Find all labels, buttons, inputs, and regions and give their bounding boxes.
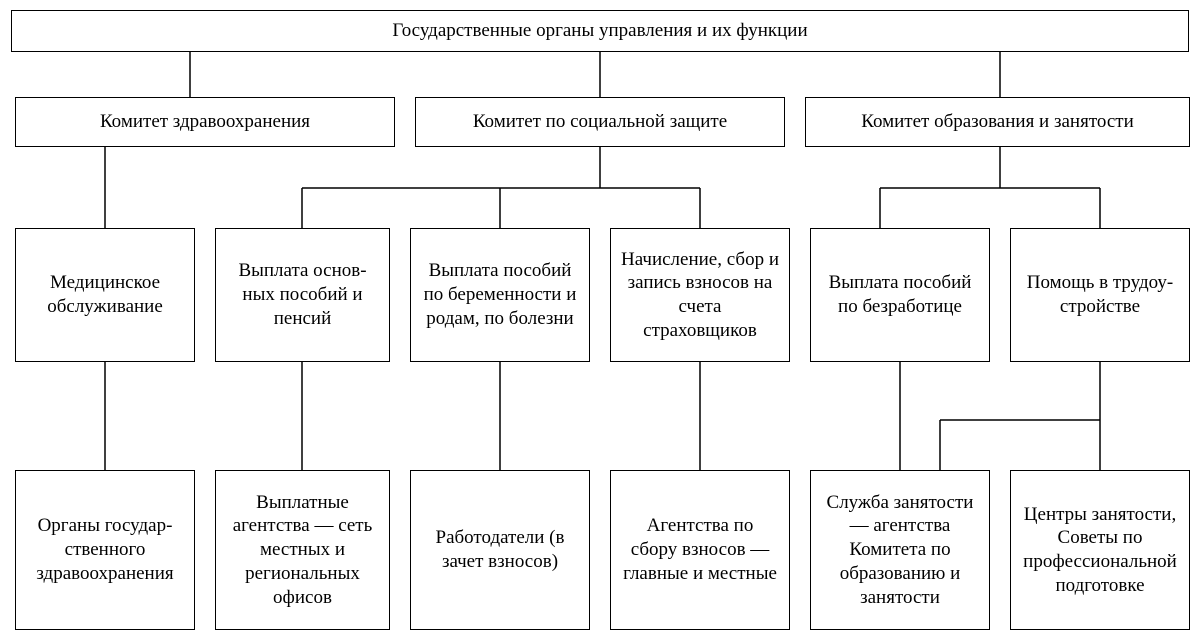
func-maternity-label: Выплата посо­бий по беремен­ности и рода… [421,259,579,330]
func-pensions-label: Выплата основ­ных пособий и пенсий [226,259,379,330]
func-medical: Медицинское обслу­живание [15,228,195,362]
body-health-label: Органы государ­ственного здравоох­ранени… [26,514,184,585]
committee-education-label: Комитет образования и занятости [861,110,1134,134]
body-employment-centers-label: Центры занятости, Советы по профессио­на… [1021,503,1179,598]
body-employment-service: Служба заня­тости — агент­ства Комитета … [810,470,990,630]
body-payment-agencies-label: Выплатные агентства — сеть местных и рег… [226,491,379,610]
func-medical-label: Медицинское обслу­живание [26,271,184,319]
func-unemployment: Выплата посо­бий по безрабо­тице [810,228,990,362]
committee-health-label: Комитет здравоохранения [100,110,310,134]
func-contributions-label: Начисление, сбор и запись взносов на сче… [621,248,779,343]
committee-education: Комитет образования и занятости [805,97,1190,147]
committee-social: Комитет по социальной защите [415,97,785,147]
func-placement-label: Помощь в трудоу­стройстве [1021,271,1179,319]
body-employment-centers: Центры занятости, Советы по профессио­на… [1010,470,1190,630]
func-placement: Помощь в трудоу­стройстве [1010,228,1190,362]
body-health: Органы государ­ственного здравоох­ранени… [15,470,195,630]
body-collection-agencies: Агентства по сбору взно­сов — главные и … [610,470,790,630]
func-pensions: Выплата основ­ных пособий и пенсий [215,228,390,362]
body-employers: Работодатели (в зачет взносов) [410,470,590,630]
body-collection-agencies-label: Агентства по сбору взно­сов — главные и … [621,514,779,585]
root-label: Государственные органы управления и их ф… [392,19,807,43]
committee-health: Комитет здравоохранения [15,97,395,147]
body-employment-service-label: Служба заня­тости — агент­ства Комитета … [821,491,979,610]
func-maternity: Выплата посо­бий по беремен­ности и рода… [410,228,590,362]
org-chart: Государственные органы управления и их ф… [0,0,1200,642]
root-box: Государственные органы управления и их ф… [11,10,1189,52]
body-payment-agencies: Выплатные агентства — сеть местных и рег… [215,470,390,630]
func-contributions: Начисление, сбор и запись взносов на сче… [610,228,790,362]
func-unemployment-label: Выплата посо­бий по безрабо­тице [821,271,979,319]
committee-social-label: Комитет по социальной защите [473,110,727,134]
body-employers-label: Работодатели (в зачет взносов) [421,526,579,574]
